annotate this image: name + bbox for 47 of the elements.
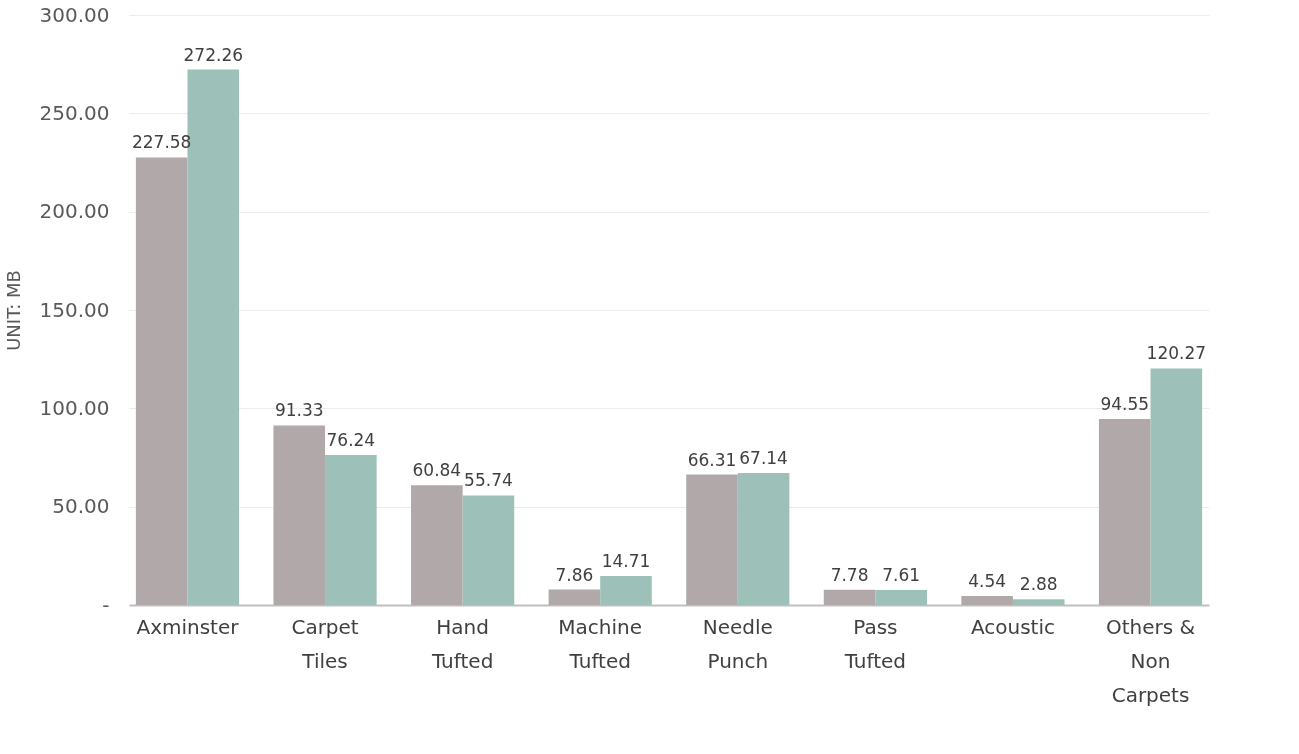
data-label: 7.61 — [882, 565, 921, 586]
bar — [737, 472, 790, 605]
x-tick-label: Machine Tufted — [558, 614, 643, 673]
y-tick-label: 150.00 — [39, 297, 110, 322]
x-tick-label: Pass Tufted — [843, 614, 907, 673]
bar — [273, 425, 326, 605]
data-label: 4.54 — [968, 571, 1007, 592]
bar — [1150, 368, 1203, 605]
y-tick-label: 250.00 — [39, 100, 110, 125]
bar — [462, 495, 515, 605]
data-label: 67.14 — [739, 447, 788, 468]
bar — [961, 596, 1013, 605]
y-tick-label: 300.00 — [39, 2, 110, 27]
bar — [1012, 599, 1065, 605]
y-tick-label: 100.00 — [39, 395, 110, 420]
data-label: 14.71 — [601, 551, 651, 572]
bar — [875, 590, 927, 605]
bar — [135, 157, 188, 605]
data-label: 55.74 — [464, 470, 513, 491]
data-label: 227.58 — [131, 132, 192, 153]
data-label: 60.84 — [412, 460, 462, 481]
y-tick-label: - — [102, 592, 110, 617]
x-tick-label: Hand Tufted — [430, 614, 494, 673]
x-tick-label: Axminster — [136, 614, 240, 639]
bar — [686, 474, 738, 605]
y-axis-title: UNIT: MB — [2, 270, 24, 351]
bar — [600, 576, 652, 605]
data-label: 7.86 — [555, 564, 594, 585]
data-label: 66.31 — [687, 449, 737, 470]
bar — [325, 455, 377, 605]
data-label: 272.26 — [183, 44, 244, 65]
bar — [823, 589, 876, 605]
data-label: 76.24 — [326, 430, 376, 451]
x-tick-label: Carpet Tiles — [291, 614, 359, 673]
data-label: 94.55 — [1100, 394, 1150, 415]
bar — [548, 589, 601, 605]
y-tick-label: 50.00 — [52, 494, 110, 519]
bar — [1098, 419, 1151, 605]
data-label: 91.33 — [274, 400, 324, 421]
x-tick-label: Needle Punch — [702, 614, 773, 673]
bar — [411, 485, 463, 605]
data-label: 120.27 — [1146, 343, 1207, 364]
data-label: 2.88 — [1019, 574, 1058, 595]
y-tick-label: 200.00 — [39, 199, 110, 224]
data-label: 7.78 — [830, 564, 869, 585]
x-tick-label: Acoustic — [970, 614, 1055, 639]
x-tick-label: Others & Non Carpets — [1105, 614, 1196, 707]
